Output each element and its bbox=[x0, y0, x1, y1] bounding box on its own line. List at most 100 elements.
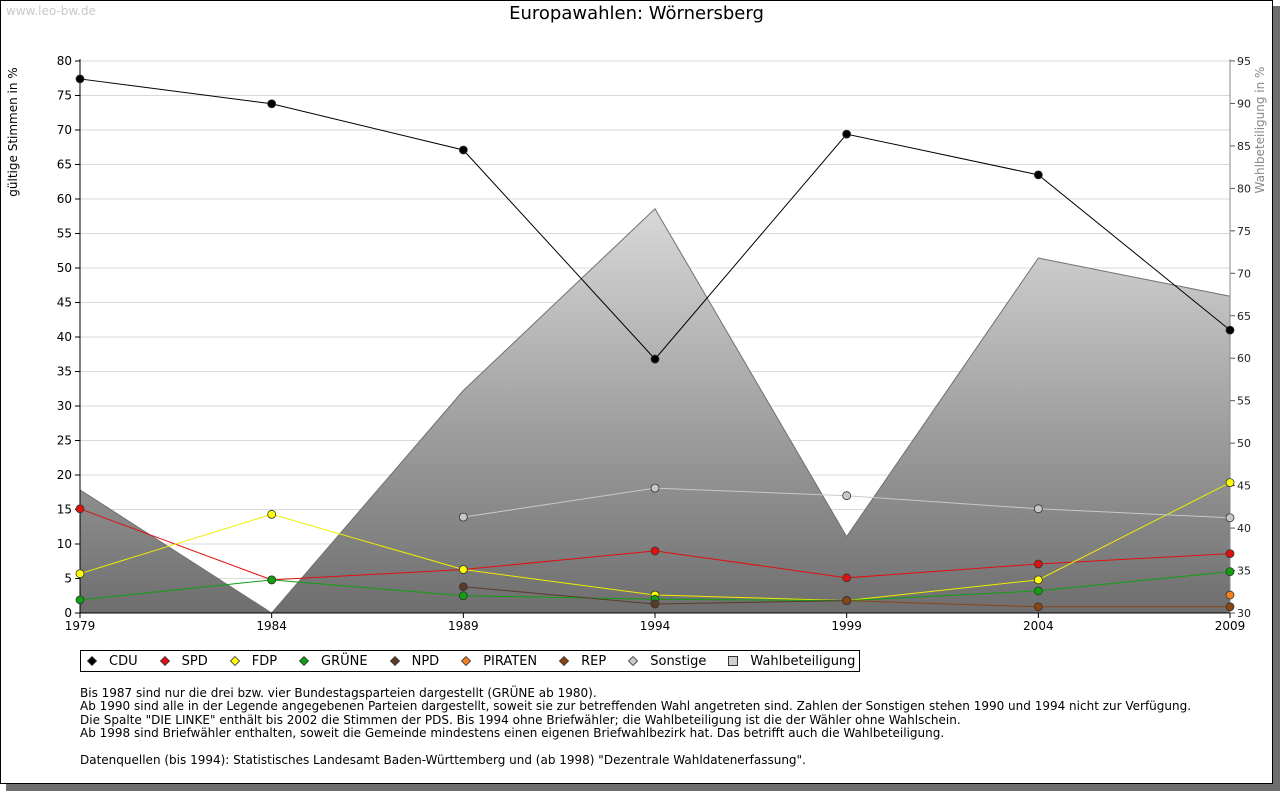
legend-diamond bbox=[559, 656, 570, 666]
legend-diamond bbox=[299, 656, 310, 666]
data-point-npd bbox=[458, 582, 468, 592]
legend-item: REP bbox=[559, 654, 606, 669]
legend-marker bbox=[461, 656, 472, 666]
data-point-grne bbox=[1225, 567, 1235, 576]
x-tick-label: 1994 bbox=[640, 619, 671, 633]
x-tick-label: 2004 bbox=[1023, 619, 1054, 633]
legend-marker bbox=[728, 656, 739, 666]
y2-tick-label: 90 bbox=[1237, 97, 1251, 110]
legend-diamond bbox=[628, 656, 639, 666]
legend-diamond bbox=[159, 656, 170, 666]
data-point-spd bbox=[1225, 549, 1235, 559]
legend-marker bbox=[229, 656, 240, 666]
turnout-area bbox=[80, 208, 1230, 613]
legend-marker bbox=[159, 656, 170, 666]
y2-axis-label: Wahlbeteiligung in % bbox=[1253, 67, 1267, 194]
y2-tick-label: 30 bbox=[1237, 607, 1251, 620]
x-tick-label: 1984 bbox=[256, 619, 287, 633]
legend-diamond bbox=[389, 656, 400, 666]
watermark: www.leo-bw.de bbox=[6, 4, 96, 18]
data-point-grne bbox=[458, 591, 468, 601]
x-tick-label: 1989 bbox=[448, 619, 479, 633]
data-point-sonstige bbox=[1033, 504, 1043, 514]
legend-item: FDP bbox=[229, 653, 278, 669]
frame-shadow-right bbox=[1273, 6, 1280, 791]
legend-item: Wahlbeteiligung bbox=[728, 654, 855, 669]
legend-marker bbox=[87, 656, 97, 666]
legend-marker bbox=[559, 656, 570, 666]
y2-tick-label: 55 bbox=[1237, 395, 1251, 408]
data-point-rep bbox=[1033, 602, 1043, 612]
x-tick-label: 2009 bbox=[1215, 619, 1246, 633]
y2-tick-label: 80 bbox=[1237, 182, 1251, 195]
data-point-cdu bbox=[75, 74, 85, 84]
x-tick-label: 1979 bbox=[65, 619, 96, 633]
legend-label: Sonstige bbox=[650, 653, 707, 669]
y-tick-label: 35 bbox=[57, 365, 72, 379]
data-point-fdp bbox=[267, 509, 277, 519]
y-tick-label: 50 bbox=[57, 261, 72, 275]
chart-notes: Bis 1987 sind nur die drei bzw. vier Bun… bbox=[80, 686, 1192, 767]
data-point-fdp bbox=[75, 569, 85, 579]
data-point-cdu bbox=[842, 129, 852, 139]
legend-marker bbox=[299, 656, 310, 666]
y-tick-label: 55 bbox=[57, 227, 72, 241]
data-point-grne bbox=[1033, 586, 1043, 596]
data-point-sonstige bbox=[650, 483, 660, 493]
data-point-grne bbox=[75, 595, 85, 605]
y-tick-label: 0 bbox=[64, 606, 72, 620]
data-point-sonstige bbox=[842, 491, 852, 501]
data-point-sonstige bbox=[1225, 513, 1235, 523]
y2-tick-label: 70 bbox=[1237, 267, 1251, 280]
note-line: Bis 1987 sind nur die drei bzw. vier Bun… bbox=[80, 686, 597, 700]
y2-tick-label: 50 bbox=[1237, 437, 1251, 450]
y-tick-label: 30 bbox=[57, 399, 72, 413]
legend-item: SPD bbox=[159, 653, 208, 669]
legend-item: NPD bbox=[389, 653, 440, 669]
legend-item: CDU bbox=[87, 654, 138, 669]
legend-item: Sonstige bbox=[628, 654, 706, 669]
y-axis-label: gültige Stimmen in % bbox=[6, 67, 20, 196]
chart-title: Europawahlen: Wörnersberg bbox=[509, 3, 764, 24]
data-point-spd bbox=[75, 504, 85, 514]
data-point-piraten bbox=[1225, 590, 1235, 600]
y-tick-label: 70 bbox=[57, 123, 72, 137]
y-tick-label: 65 bbox=[57, 158, 72, 172]
data-point-spd bbox=[650, 546, 660, 556]
y-tick-label: 5 bbox=[64, 572, 72, 586]
y2-tick-label: 75 bbox=[1237, 225, 1251, 238]
data-point-grne bbox=[267, 575, 277, 585]
legend-label: NPD bbox=[411, 653, 440, 669]
chart-legend: CDU SPD FDP GRÜNE NPD PIRATEN REP Sonstige Wahlb… bbox=[80, 650, 861, 672]
data-point-rep bbox=[1225, 602, 1235, 612]
legend-label: REP bbox=[581, 653, 607, 669]
legend-marker bbox=[628, 656, 639, 666]
data-point-fdp bbox=[1033, 575, 1043, 585]
legend-label: CDU bbox=[109, 653, 138, 669]
y2-tick-label: 40 bbox=[1237, 522, 1251, 535]
y2-tick-label: 35 bbox=[1237, 565, 1251, 578]
y-tick-label: 75 bbox=[57, 89, 72, 103]
legend-label: PIRATEN bbox=[483, 653, 538, 669]
legend-label: FDP bbox=[251, 653, 278, 669]
legend-label: SPD bbox=[181, 653, 208, 669]
y2-tick-label: 65 bbox=[1237, 310, 1251, 323]
legend-diamond bbox=[229, 656, 240, 666]
data-point-spd bbox=[1033, 559, 1043, 569]
legend-label: Wahlbeteiligung bbox=[750, 653, 856, 669]
legend-marker bbox=[389, 656, 400, 666]
data-point-sonstige bbox=[458, 512, 468, 522]
data-point-cdu bbox=[1033, 170, 1043, 180]
data-point-fdp bbox=[1225, 478, 1235, 487]
note-line: Die Spalte "DIE LINKE" enthält bis 2002 … bbox=[80, 712, 961, 727]
y2-tick-label: 85 bbox=[1237, 140, 1251, 153]
data-point-fdp bbox=[458, 565, 468, 574]
data-point-cdu bbox=[1225, 325, 1235, 335]
note-line: Ab 1990 sind alle in der Legende angegeb… bbox=[80, 699, 1192, 714]
y-tick-label: 80 bbox=[57, 54, 72, 68]
chart-svg: 0 5 10 15 20 25 30 35 40 45 50 55 60 65 70 75 80 30 35 40 45… bbox=[6, 54, 1267, 633]
data-point-npd bbox=[650, 599, 660, 609]
y2-tick-label: 95 bbox=[1237, 55, 1251, 68]
legend-label: GRÜNE bbox=[321, 653, 368, 669]
data-point-rep bbox=[842, 596, 852, 605]
